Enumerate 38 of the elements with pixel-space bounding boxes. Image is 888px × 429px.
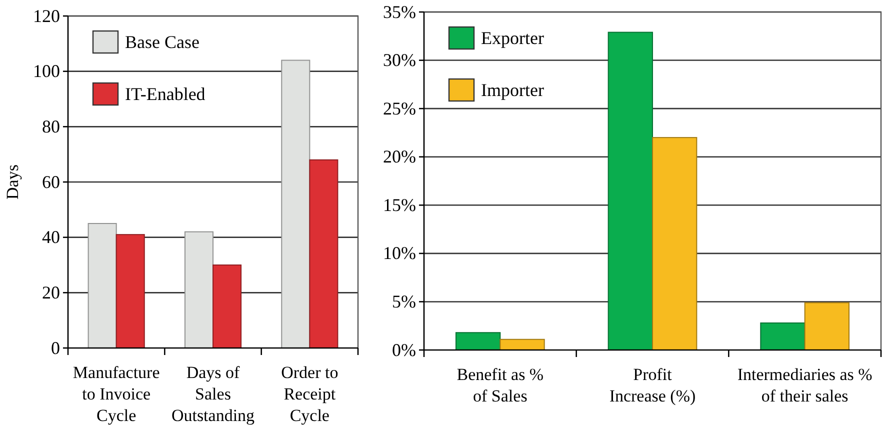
bar	[608, 32, 653, 350]
bar	[184, 231, 214, 348]
y-tick-label: 30%	[383, 50, 416, 70]
y-tick-label: 80	[42, 116, 60, 136]
x-tick-label: Profit Increase (%)	[609, 365, 696, 406]
y-tick-label: 120	[33, 6, 60, 26]
bar	[309, 159, 338, 348]
legend-label: Importer	[481, 80, 544, 100]
bar	[281, 60, 310, 348]
y-tick-label: 15%	[383, 194, 416, 215]
x-tick-label: Manufacture to Invoice Cycle	[72, 363, 160, 425]
y-tick-label: 10%	[383, 243, 416, 264]
y-tick-label: 40	[42, 227, 60, 248]
y-tick-label: 20	[42, 282, 60, 302]
y-tick-label: 20%	[383, 146, 416, 167]
y-tick-label: 5%	[392, 291, 416, 312]
legend-label: IT-Enabled	[125, 84, 206, 104]
x-tick-label: Intermediaries as % of their sales	[737, 365, 872, 406]
x-tick-label: Days of Sales Outstanding	[171, 363, 256, 425]
y-tick-label: 0	[51, 338, 60, 358]
bar	[88, 223, 117, 348]
y-tick-label: 0%	[392, 340, 416, 360]
x-tick-label: Benefit as % of Sales	[456, 365, 544, 406]
bar	[212, 264, 242, 348]
y-axis-title: Days	[3, 164, 22, 200]
legend-label: Base Case	[125, 32, 200, 52]
y-tick-label: 35%	[383, 2, 416, 22]
bar	[804, 302, 850, 350]
y-tick-label: 25%	[383, 98, 416, 118]
bar	[500, 338, 545, 350]
x-tick-label: Order to Receipt Cycle	[281, 363, 338, 425]
bar	[652, 137, 698, 350]
bar	[455, 332, 501, 350]
legend-label: Exporter	[481, 28, 544, 48]
y-tick-label: 60	[42, 172, 60, 192]
bar	[760, 322, 806, 350]
bar	[116, 234, 145, 348]
y-tick-label: 100	[33, 61, 60, 82]
